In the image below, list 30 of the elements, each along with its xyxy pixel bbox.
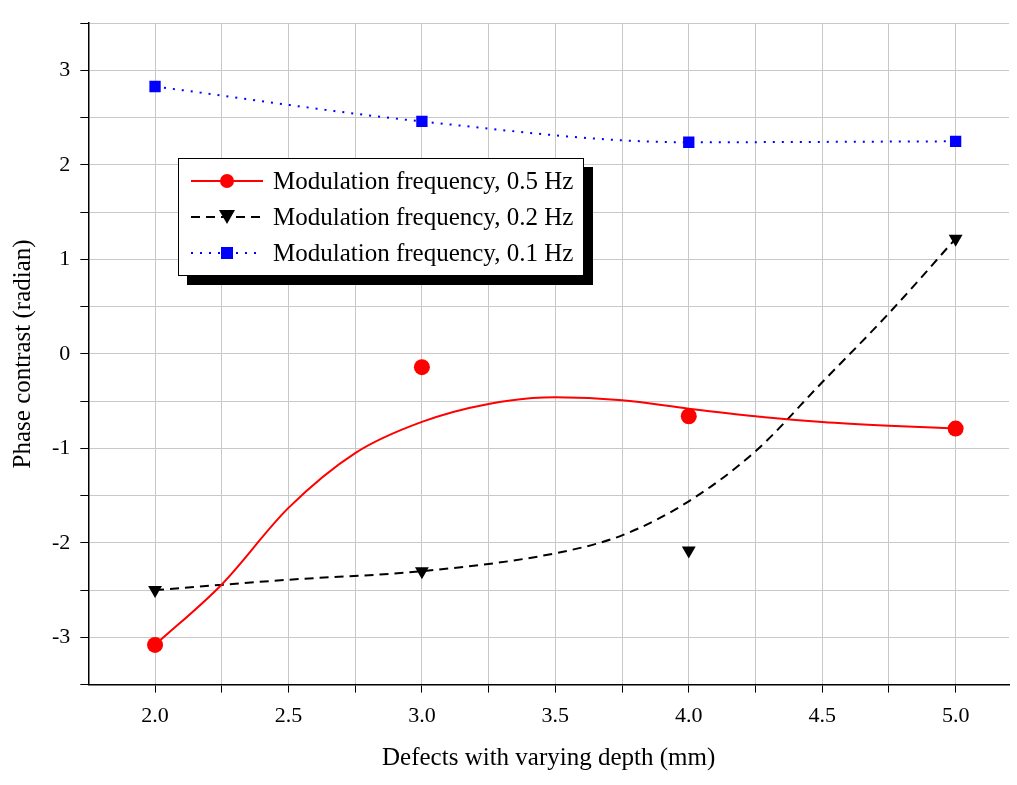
- y-tick-label: -2: [52, 528, 71, 554]
- y-tick-label: -1: [52, 434, 71, 460]
- y-tick-label: 2: [59, 150, 71, 176]
- x-axis-title: Defects with varying depth (mm): [382, 742, 716, 771]
- x-tick-label: 3.5: [541, 701, 570, 727]
- legend-label: Modulation frequency, 0.1 Hz: [273, 239, 574, 267]
- y-tick-label: 3: [59, 56, 71, 82]
- x-tick-label: 2.0: [141, 701, 169, 727]
- point: [947, 420, 964, 437]
- point: [416, 115, 428, 128]
- legend-label: Modulation frequency, 0.2 Hz: [273, 203, 574, 231]
- y-tick-label: -3: [52, 623, 71, 649]
- point: [413, 359, 430, 376]
- x-tick-label: 3.0: [408, 701, 436, 727]
- x-tick-label: 2.5: [274, 701, 303, 727]
- point: [680, 408, 697, 425]
- point: [948, 234, 963, 247]
- point: [683, 136, 695, 148]
- x-tick-label: 4.5: [808, 701, 836, 727]
- y-tick-label: 1: [59, 245, 71, 271]
- y-axis-title: Phase contrast (radian): [7, 239, 36, 469]
- point: [681, 546, 696, 559]
- legend-label: Modulation frequency, 0.5 Hz: [273, 167, 574, 195]
- x-tick-label: 5.0: [941, 701, 970, 727]
- x-tick-label: 4.0: [675, 701, 703, 727]
- point: [949, 135, 962, 147]
- point: [149, 80, 161, 93]
- y-tick-label: 0: [59, 339, 71, 365]
- point: [148, 586, 162, 599]
- point: [414, 567, 429, 580]
